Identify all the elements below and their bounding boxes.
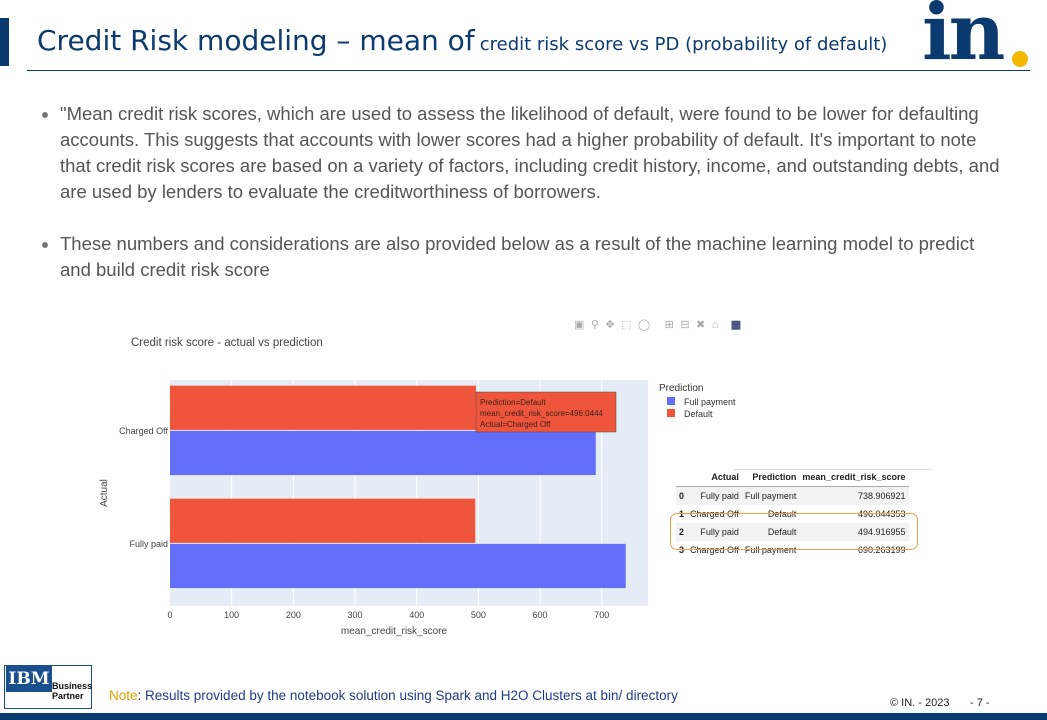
bullet-text: "Mean credit risk scores, which are used… bbox=[60, 103, 1000, 202]
y-category-label: Charged Off bbox=[119, 426, 168, 436]
y-axis-label: Actual bbox=[99, 479, 110, 507]
lasso-icon[interactable]: ◯ bbox=[637, 319, 651, 331]
table-header-row: Actual Prediction mean_credit_risk_score bbox=[676, 468, 909, 487]
bar[interactable] bbox=[170, 385, 476, 430]
camera-icon[interactable]: ▣ bbox=[574, 319, 585, 331]
logo-dot-icon bbox=[1012, 51, 1028, 67]
tooltip-pointer-icon bbox=[469, 408, 476, 416]
table-row: 1 Charged Off Default 496.044353 bbox=[676, 505, 909, 523]
table-header: Prediction bbox=[741, 468, 800, 487]
page-number: - 7 - bbox=[970, 697, 990, 709]
x-tick-label: 400 bbox=[409, 610, 424, 620]
results-table: Actual Prediction mean_credit_risk_score… bbox=[676, 468, 909, 559]
footnote-label: Note bbox=[109, 688, 138, 703]
table-cell: Charged Off bbox=[690, 509, 739, 519]
table-cell: 0 bbox=[676, 486, 688, 505]
footnote: Note: Results provided by the notebook s… bbox=[109, 688, 678, 703]
tooltip-line: mean_credit_risk_score=496.0444 bbox=[480, 409, 604, 418]
ibm-business-partner-badge: IBM Business Partner bbox=[4, 665, 92, 709]
table-cell: 3 bbox=[679, 545, 685, 555]
x-tick-label: 200 bbox=[286, 610, 301, 620]
table-cell: Default bbox=[767, 509, 797, 519]
x-tick-label: 0 bbox=[167, 610, 172, 620]
tooltip-line: Actual=Charged Off bbox=[480, 420, 551, 429]
in-logo: in bbox=[922, 0, 1005, 78]
table-row: 3 Charged Off Full payment 690.263199 bbox=[676, 541, 909, 559]
bar[interactable] bbox=[170, 498, 476, 543]
x-tick-label: 500 bbox=[471, 610, 486, 620]
table-cell: 496.044353 bbox=[857, 509, 906, 519]
y-category-label: Fully paid bbox=[129, 539, 168, 549]
chart-title: Credit risk score - actual vs prediction bbox=[131, 337, 323, 349]
autoscale-icon[interactable]: ✖ bbox=[696, 319, 706, 331]
ibm-logo: IBM bbox=[6, 666, 52, 692]
table-cell: 1 bbox=[679, 509, 685, 519]
slide-title: Credit Risk modeling – mean of credit ri… bbox=[37, 24, 887, 57]
bar[interactable] bbox=[170, 430, 596, 476]
bullet-item: These numbers and considerations are als… bbox=[42, 231, 1002, 283]
table-row: 0 Fully paid Full payment 738.906921 bbox=[676, 486, 909, 505]
plotly-modebar: ▣ ⚲ ✥ ⬚ ◯ ⊞ ⊟ ✖ ⌂ ▩ bbox=[574, 315, 743, 333]
bar[interactable] bbox=[170, 543, 626, 589]
box-select-icon[interactable]: ⬚ bbox=[621, 319, 632, 331]
x-tick-label: 300 bbox=[348, 610, 363, 620]
zoom-in-icon[interactable]: ⊞ bbox=[664, 319, 674, 331]
ibm-partner-line: Partner bbox=[52, 691, 84, 701]
tooltip-box bbox=[475, 391, 617, 433]
legend-swatch-default[interactable] bbox=[667, 409, 675, 417]
bullet-dot-icon bbox=[42, 112, 48, 118]
table-cell: Full payment bbox=[744, 545, 797, 555]
title-accent-bar bbox=[0, 18, 9, 66]
bottom-bar bbox=[0, 713, 1047, 720]
ibm-partner-line: Business bbox=[52, 681, 93, 691]
table-cell: 690.263199 bbox=[857, 545, 906, 555]
ibm-partner-text: Business Partner bbox=[52, 681, 92, 701]
table-cell: Default bbox=[741, 523, 800, 541]
plotly-logo-icon[interactable]: ▩ bbox=[730, 319, 742, 331]
x-axis-label: mean_credit_risk_score bbox=[341, 626, 448, 637]
bullet-dot-icon bbox=[42, 242, 48, 248]
bullet-item: "Mean credit risk scores, which are used… bbox=[42, 101, 1002, 205]
table-cell: 2 bbox=[676, 523, 688, 541]
hover-tooltip: Prediction=Default mean_credit_risk_scor… bbox=[469, 391, 617, 433]
table-cell: 494.916955 bbox=[799, 523, 909, 541]
table-cell: Fully paid bbox=[687, 523, 742, 541]
copyright: © IN. - 2023 bbox=[890, 697, 950, 709]
legend-swatch-full-payment[interactable] bbox=[667, 397, 675, 405]
x-tick-label: 100 bbox=[224, 610, 239, 620]
bar-chart: Credit risk score - actual vs prediction… bbox=[99, 337, 736, 637]
table-cell: Full payment bbox=[741, 486, 800, 505]
highlight-box bbox=[670, 513, 918, 550]
table-cell: Fully paid bbox=[687, 486, 742, 505]
slide-title-sub: credit risk score vs PD (probability of … bbox=[479, 34, 888, 55]
table-header: mean_credit_risk_score bbox=[799, 468, 909, 487]
table-row: 2 Fully paid Default 494.916955 bbox=[676, 523, 909, 541]
legend-label-default[interactable]: Default bbox=[684, 409, 713, 419]
x-tick-label: 600 bbox=[533, 610, 548, 620]
table-cell: 738.906921 bbox=[799, 486, 909, 505]
table-header: Actual bbox=[687, 468, 742, 487]
footnote-text: : Results provided by the notebook solut… bbox=[137, 688, 678, 703]
zoom-icon[interactable]: ⚲ bbox=[590, 319, 599, 331]
reset-axes-icon[interactable]: ⌂ bbox=[711, 319, 719, 331]
slide-title-main: Credit Risk modeling – mean of bbox=[37, 24, 475, 57]
title-divider bbox=[27, 70, 1030, 71]
legend-title: Prediction bbox=[659, 383, 703, 394]
bullet-text: These numbers and considerations are als… bbox=[60, 233, 975, 280]
x-tick-label: 700 bbox=[594, 610, 609, 620]
legend-label-full-payment[interactable]: Full payment bbox=[684, 397, 736, 407]
tooltip-line: Prediction=Default bbox=[480, 398, 546, 407]
pan-icon[interactable]: ✥ bbox=[605, 319, 615, 331]
table-header bbox=[676, 468, 688, 487]
zoom-out-icon[interactable]: ⊟ bbox=[680, 319, 690, 331]
table-cell: Charged Off bbox=[690, 545, 739, 555]
